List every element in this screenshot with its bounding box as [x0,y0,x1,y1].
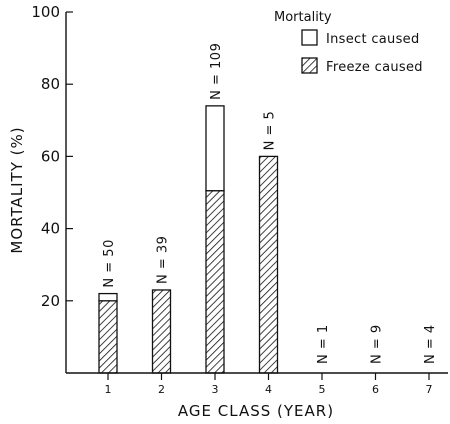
y-tick-label: 60 [41,147,60,165]
y-tick-label: 40 [41,220,60,238]
x-tick-label: 6 [372,383,379,396]
x-tick-label: 4 [265,383,272,396]
sample-size-label: N = 5 [263,111,278,151]
y-axis-label: MORTALITY (%) [8,126,26,253]
legend-label-insect: Insect caused [326,32,420,47]
sample-size-label: N = 39 [156,236,171,284]
y-tick-label: 20 [41,292,60,310]
bars-group [98,105,279,374]
legend-swatch-insect [301,29,318,46]
bar-insect-caused [98,292,118,302]
x-axis-label: AGE CLASS (YEAR) [178,402,334,420]
sample-size-label: N = 9 [370,324,385,364]
legend-label-freeze: Freeze caused [326,60,423,75]
bar-insect-caused [205,105,225,192]
legend-swatch-freeze [301,57,318,74]
n-labels-group: N = 50 N = 39 N = 109 N = 5 N = 1 N = 9 N = 4 [102,43,438,364]
bar-freeze-caused [98,300,118,374]
x-tick-label: 1 [105,383,112,396]
x-tick-label: 5 [319,383,326,396]
sample-size-label: N = 109 [209,43,224,100]
y-ticks-group: 100 80 60 40 20 [31,3,73,310]
bar-freeze-caused [205,190,225,374]
sample-size-label: N = 50 [102,239,117,287]
x-tick-label: 3 [212,383,219,396]
x-ticks-group: 1 2 3 4 5 6 7 [105,373,433,396]
sample-size-label: N = 1 [316,324,331,364]
bar-freeze-caused [151,289,172,374]
sample-size-label: N = 4 [423,324,438,364]
y-tick-label: 100 [31,3,60,21]
x-tick-label: 7 [426,383,433,396]
y-tick-label: 80 [41,75,60,93]
bar-freeze-caused [258,155,279,374]
legend-title: Mortality [274,10,332,25]
legend: Mortality Insect caused Freeze caused [274,10,423,75]
x-tick-label: 2 [158,383,165,396]
